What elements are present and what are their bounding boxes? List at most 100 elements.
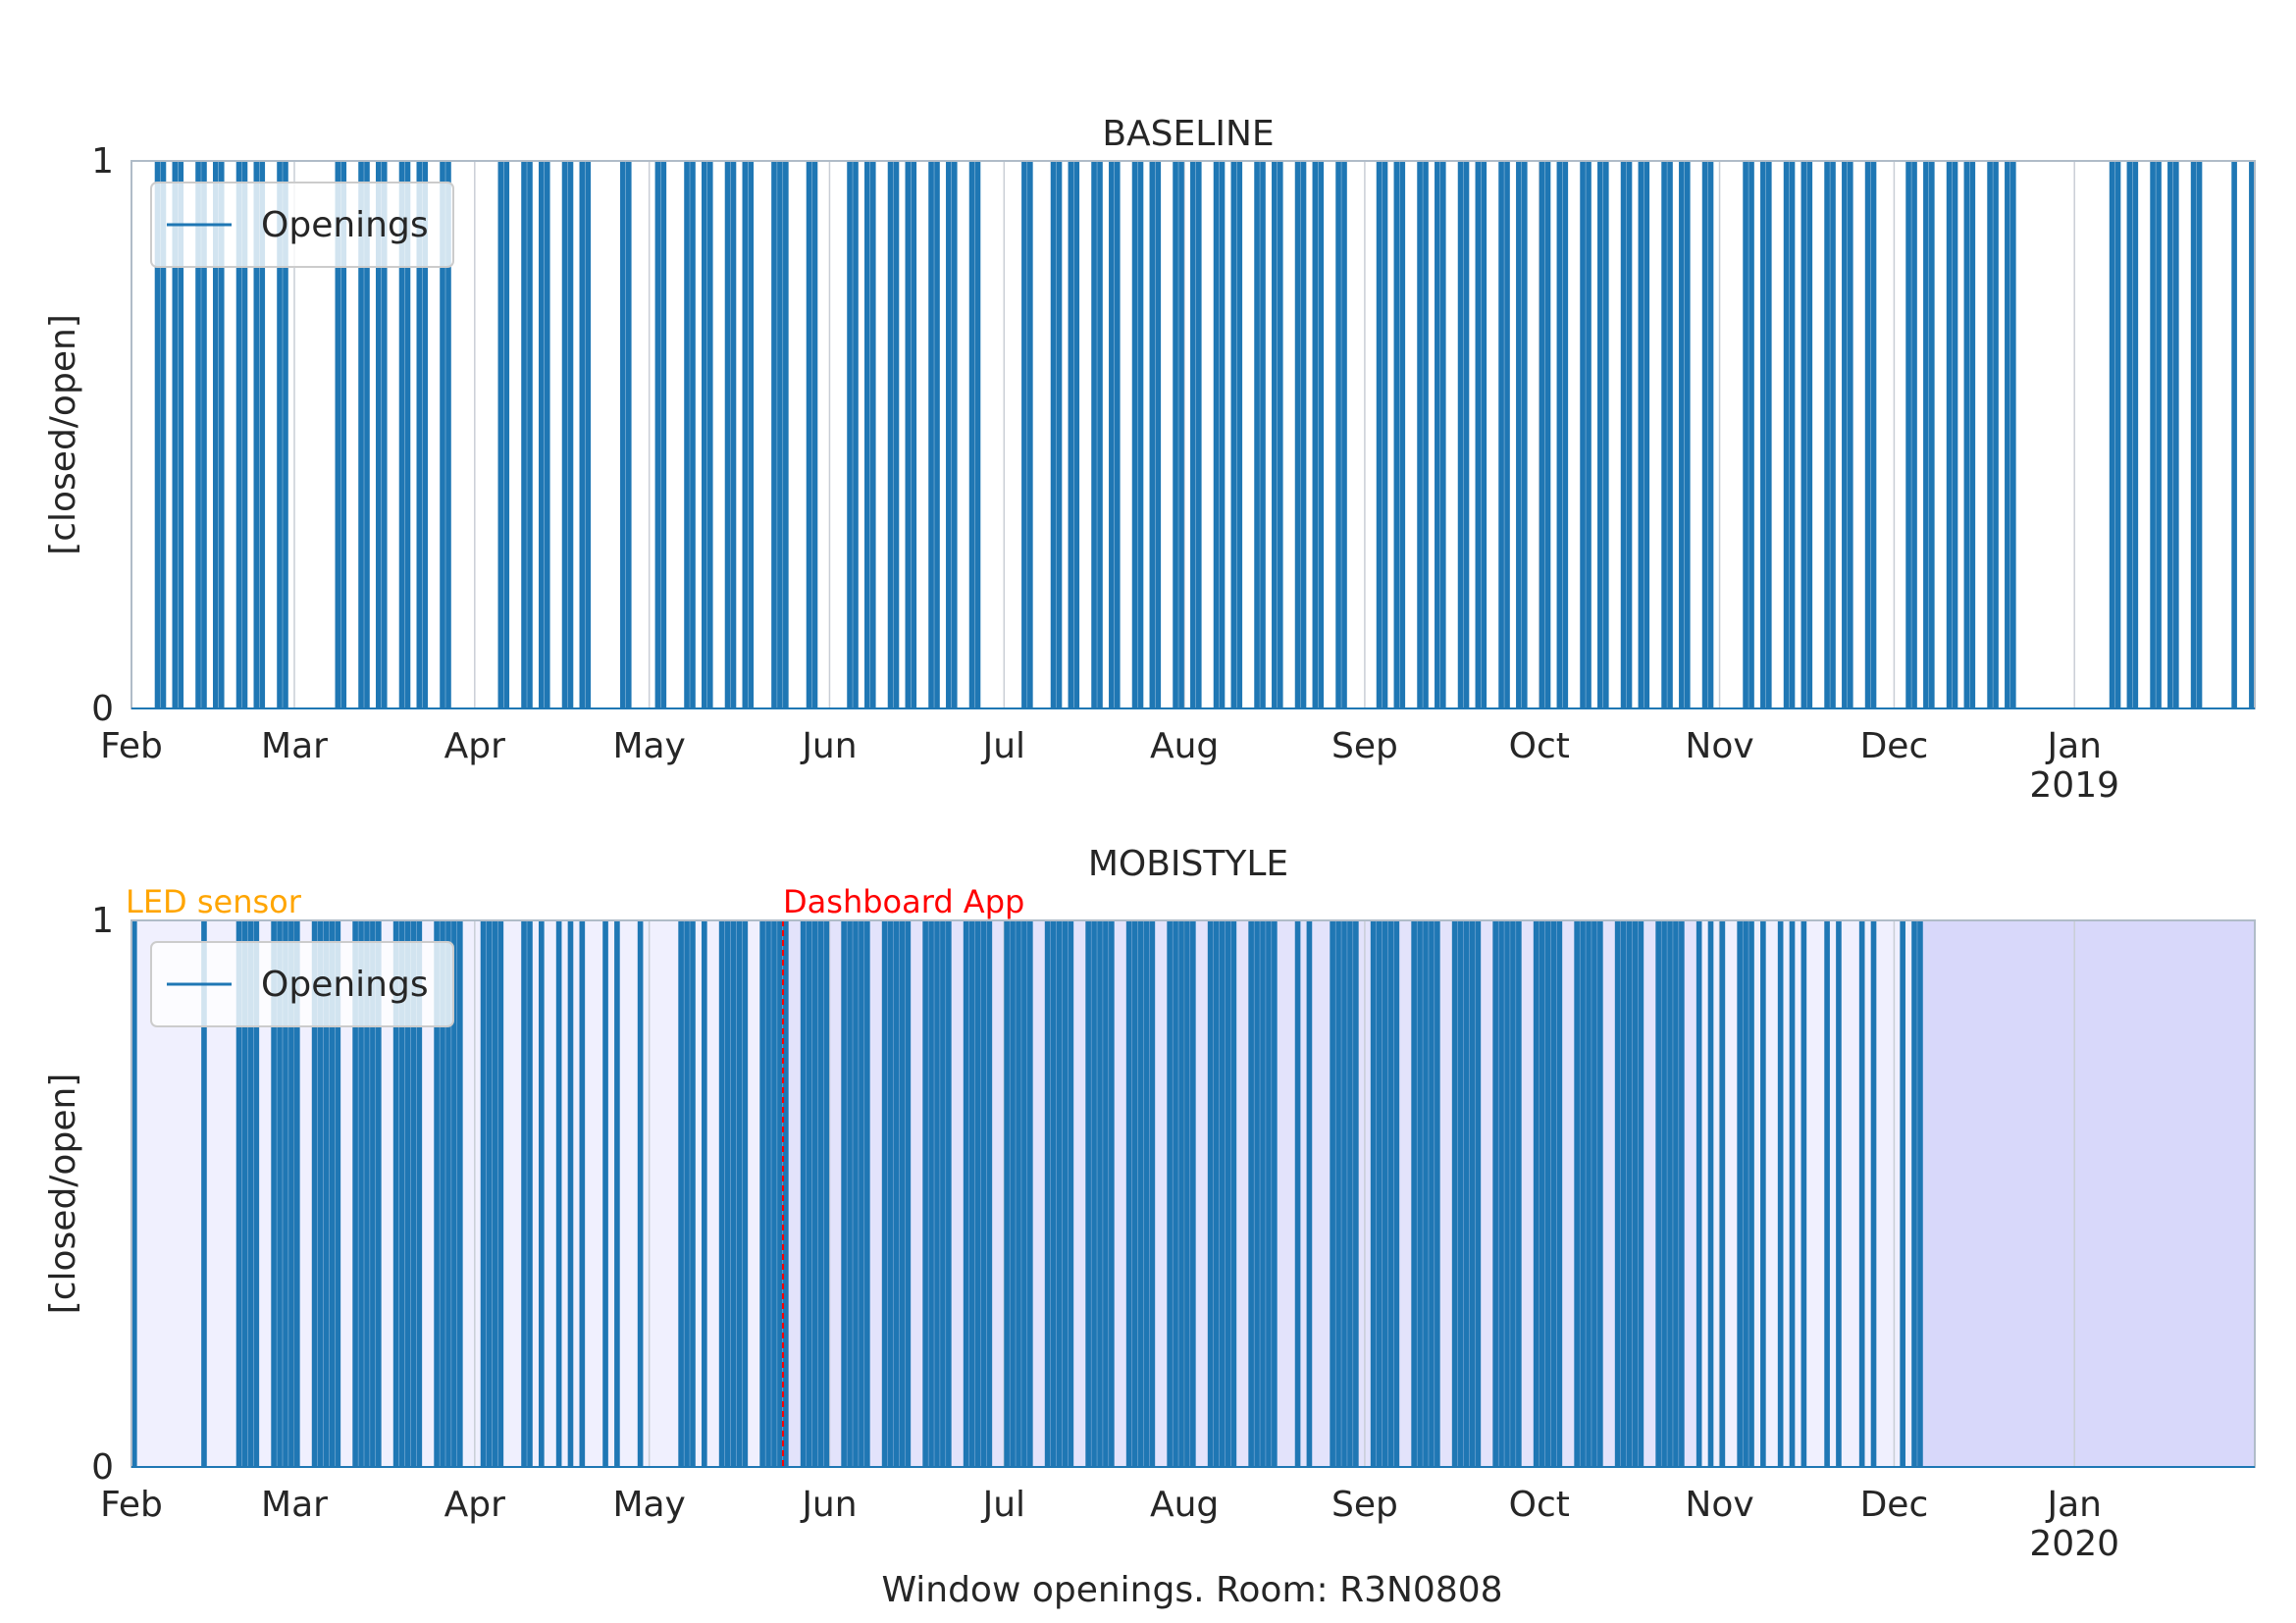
- bar-opening: [951, 161, 958, 708]
- bar-opening: [1451, 920, 1458, 1467]
- bar-opening: [160, 161, 167, 708]
- bar-opening: [1137, 920, 1144, 1467]
- bar-opening: [1330, 920, 1335, 1467]
- bar-opening: [1481, 161, 1487, 708]
- bar-opening: [1091, 920, 1097, 1467]
- bar-opening: [1602, 161, 1609, 708]
- bar-opening: [253, 920, 260, 1467]
- bar-opening: [1743, 161, 1748, 708]
- bar-opening: [1789, 920, 1796, 1467]
- x-tick-year-label: 2019: [2029, 765, 2119, 806]
- bar-opening: [660, 161, 667, 708]
- bar-opening: [561, 161, 568, 708]
- bar-opening: [1143, 920, 1150, 1467]
- x-tick-label-oct: Oct: [1509, 726, 1570, 766]
- bar-opening: [1213, 161, 1220, 708]
- x-tick-label-mar: Mar: [261, 726, 328, 766]
- x-tick-label-mar: Mar: [261, 1485, 328, 1525]
- bar-opening: [1556, 161, 1563, 708]
- bar-opening: [422, 161, 429, 708]
- bar-opening: [1789, 161, 1796, 708]
- y-tick-label-0: 0: [91, 689, 114, 729]
- bar-opening: [539, 920, 545, 1467]
- bar-opening: [1475, 920, 1482, 1467]
- bar-opening: [283, 161, 288, 708]
- bar-opening: [1335, 161, 1341, 708]
- bar-opening: [1824, 161, 1830, 708]
- bar-opening: [404, 161, 411, 708]
- bar-opening: [235, 161, 242, 708]
- x-tick-label-feb: Feb: [100, 1485, 163, 1525]
- bar-opening: [497, 920, 504, 1467]
- bar-opening: [1592, 920, 1597, 1467]
- bar-opening: [1701, 161, 1708, 708]
- legend: Openings: [150, 941, 454, 1027]
- bar-opening: [376, 920, 382, 1467]
- bar-opening: [1114, 161, 1121, 708]
- bar-opening: [1684, 161, 1691, 708]
- annotations: LED sensor Dashboard App: [126, 883, 1024, 1467]
- bar-opening: [1626, 920, 1633, 1467]
- bar-opening: [1266, 920, 1272, 1467]
- legend: Openings: [150, 182, 454, 268]
- bar-opening: [742, 161, 749, 708]
- x-tick-label-apr: Apr: [444, 1485, 505, 1525]
- bar-opening: [1190, 920, 1196, 1467]
- bar-opening: [1219, 161, 1226, 708]
- bar-opening: [783, 920, 789, 1467]
- bar-opening: [1969, 161, 1976, 708]
- bar-opening: [1946, 161, 1953, 708]
- bar-opening: [1870, 161, 1877, 708]
- bar-opening: [1498, 920, 1504, 1467]
- x-tick-label-sep: Sep: [1331, 726, 1398, 766]
- bar-opening: [1987, 161, 1993, 708]
- bar-opening: [1632, 920, 1639, 1467]
- bar-opening: [771, 920, 777, 1467]
- bar-opening: [1167, 920, 1173, 1467]
- bar-opening: [706, 161, 713, 708]
- bar-opening: [1004, 920, 1010, 1467]
- x-tick-label-may: May: [612, 1485, 685, 1525]
- mobistyle-chart: LED sensor Dashboard App MOBISTYLE [close…: [43, 844, 2256, 1564]
- bar-opening: [853, 920, 859, 1467]
- x-tick-label-sep: Sep: [1331, 1485, 1398, 1525]
- bar-opening: [1155, 161, 1162, 708]
- bar-opening: [1294, 920, 1301, 1467]
- bar-opening: [585, 161, 592, 708]
- bar-opening: [352, 920, 358, 1467]
- bar-opening: [1586, 161, 1592, 708]
- bar-opening: [2172, 161, 2179, 708]
- bar-opening: [1800, 920, 1807, 1467]
- bar-opening: [806, 161, 812, 708]
- bar-opening: [2167, 161, 2173, 708]
- bar-opening: [864, 161, 870, 708]
- bar-opening: [1679, 161, 1685, 708]
- bar-opening: [718, 920, 725, 1467]
- bar-opening: [358, 161, 364, 708]
- bar-opening: [1521, 161, 1528, 708]
- bar-opening: [1597, 920, 1603, 1467]
- bar-opening: [323, 920, 330, 1467]
- bar-opening: [544, 161, 550, 708]
- bar-opening: [381, 161, 388, 708]
- bar-opening: [1016, 920, 1021, 1467]
- x-tick-label-aug: Aug: [1150, 1485, 1219, 1525]
- bar-opening: [1393, 161, 1400, 708]
- bar-opening: [213, 161, 219, 708]
- bar-opening: [1562, 161, 1569, 708]
- bar-opening: [1178, 920, 1184, 1467]
- bar-opening: [2132, 161, 2139, 708]
- bar-opening: [2126, 161, 2133, 708]
- bar-opening: [905, 920, 912, 1467]
- bar-opening: [1655, 920, 1661, 1467]
- bar-opening: [1423, 161, 1429, 708]
- bar-opening: [811, 920, 818, 1467]
- bar-opening: [1439, 161, 1446, 708]
- bar-opening: [928, 920, 934, 1467]
- bar-opening: [1516, 161, 1522, 708]
- bar-opening: [398, 161, 405, 708]
- bar-opening: [602, 920, 608, 1467]
- bar-opening: [2196, 161, 2203, 708]
- bar-opening: [1556, 920, 1563, 1467]
